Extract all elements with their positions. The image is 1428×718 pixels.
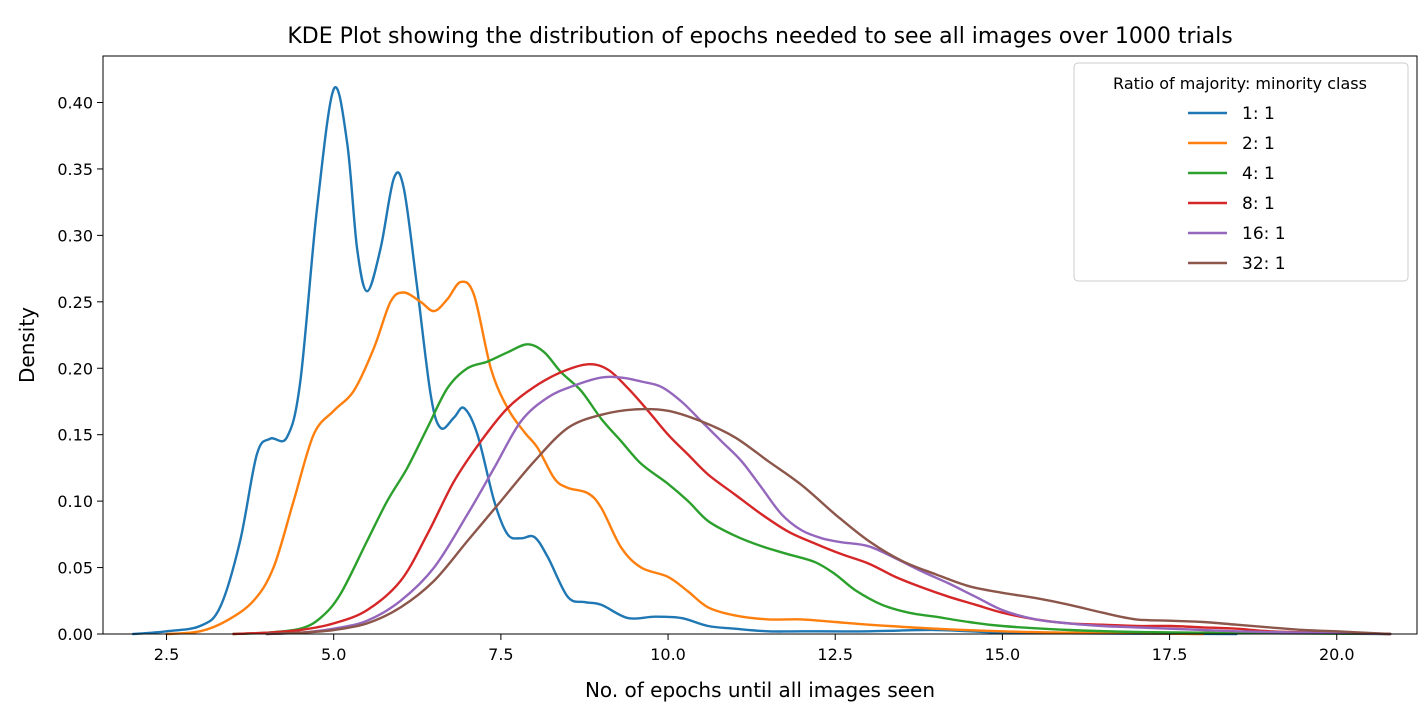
- y-axis: 0.00 0.05 0.10 0.15 0.20 0.25 0.30 0.35 0.40: [57, 94, 103, 644]
- legend-label: 1: 1: [1242, 104, 1275, 124]
- legend-label: 4: 1: [1242, 164, 1275, 184]
- legend-label: 8: 1: [1242, 194, 1275, 214]
- series-line-5: [265, 375, 1392, 636]
- series-line-3: [232, 343, 1392, 636]
- x-tick-label: 5.0: [321, 645, 346, 664]
- y-tick-label: 0.00: [57, 625, 93, 644]
- y-axis-label: Density: [15, 307, 39, 383]
- x-tick-label: 20.0: [1319, 645, 1355, 664]
- legend-label: 16: 1: [1242, 224, 1286, 244]
- x-tick-label: 10.0: [650, 645, 686, 664]
- series-line-4: [232, 363, 1392, 636]
- legend-label: 2: 1: [1242, 134, 1275, 154]
- legend-frame: [1073, 62, 1409, 282]
- y-tick-label: 0.05: [57, 559, 93, 578]
- series-layer: [131, 86, 1392, 636]
- legend-label: 32: 1: [1242, 254, 1286, 274]
- chart-title: KDE Plot showing the distribution of epo…: [287, 24, 1232, 49]
- x-axis: 2.5 5.0 7.5 10.0 12.5 15.0 17.5 20.0: [154, 634, 1355, 664]
- legend-items: 1: 1 2: 1 4: 1 8: 1 16: 1 32: 1: [1188, 104, 1286, 274]
- x-tick-label: 7.5: [488, 645, 513, 664]
- x-tick-label: 15.0: [985, 645, 1021, 664]
- y-tick-label: 0.40: [57, 94, 93, 113]
- plot-frame: [102, 55, 1418, 635]
- x-tick-label: 12.5: [817, 645, 853, 664]
- x-tick-label: 17.5: [1152, 645, 1188, 664]
- y-tick-label: 0.25: [57, 293, 93, 312]
- y-tick-label: 0.30: [57, 226, 93, 245]
- legend-title: Ratio of majority: minority class: [1113, 74, 1367, 93]
- x-tick-label: 2.5: [154, 645, 179, 664]
- y-tick-label: 0.35: [57, 160, 93, 179]
- y-tick-label: 0.10: [57, 492, 93, 511]
- y-tick-label: 0.20: [57, 359, 93, 378]
- legend: Ratio of majority: minority class 1: 1 2:…: [1073, 62, 1409, 282]
- x-axis-label: No. of epochs until all images seen: [585, 678, 935, 702]
- y-tick-label: 0.15: [57, 426, 93, 445]
- series-line-2: [165, 280, 1205, 636]
- series-line-1: [131, 86, 1238, 636]
- series-line-6: [265, 407, 1392, 636]
